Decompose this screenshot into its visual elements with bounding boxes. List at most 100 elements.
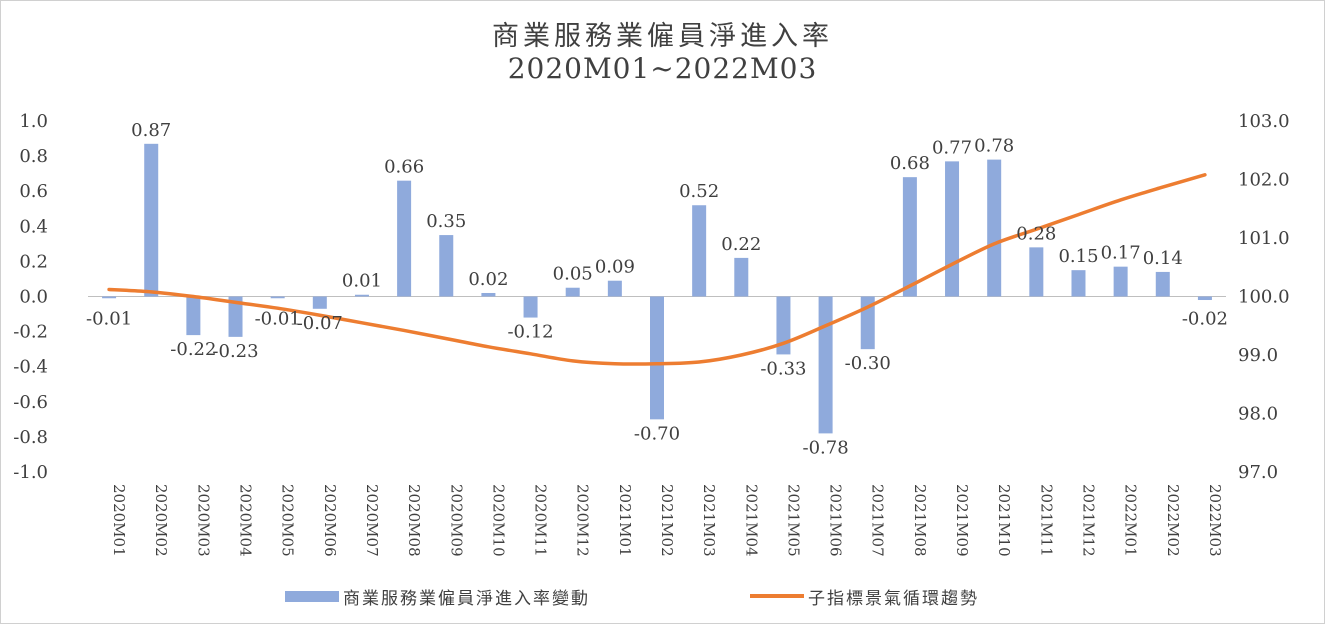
y-right-tick-label: 103.0 [1238, 111, 1290, 132]
bar [228, 296, 243, 337]
x-tick-label: 2020M07 [363, 484, 381, 557]
x-tick-label: 2021M08 [911, 484, 929, 557]
y-right-tick-label: 97.0 [1238, 462, 1278, 483]
x-tick-label: 2021M09 [953, 484, 971, 557]
bar [186, 296, 201, 336]
x-tick-label: 2021M06 [827, 484, 845, 557]
bar-data-label: 0.09 [595, 257, 635, 278]
y-right-tick-label: 100.0 [1238, 287, 1290, 308]
trend-line [107, 173, 1207, 366]
bar [354, 294, 369, 297]
chart-title: 商業服務業僱員淨進入率 [492, 21, 833, 52]
bar [945, 161, 960, 297]
y-left-tick-label: -0.2 [13, 322, 48, 343]
bar [397, 180, 412, 297]
bar [312, 296, 327, 309]
bar [565, 287, 580, 297]
bar-data-label: 0.05 [553, 264, 593, 285]
x-tick-label: 2020M09 [447, 484, 465, 557]
x-tick-label: 2022M02 [1164, 484, 1182, 557]
bar [692, 205, 707, 297]
bar-data-label: -0.22 [170, 339, 216, 360]
bar-data-label: 0.68 [890, 153, 930, 174]
bar-data-label: 0.77 [932, 137, 972, 158]
x-tick-label: 2021M03 [700, 484, 718, 557]
bar [144, 143, 159, 297]
y-left-tick-label: 0.8 [19, 146, 48, 167]
x-tick-label: 2020M04 [237, 484, 255, 557]
legend-label-line: 子指標景氣循環趨勢 [808, 588, 979, 609]
bar [776, 296, 791, 355]
bar-data-label: 0.66 [384, 157, 424, 178]
x-tick-label: 2020M10 [489, 484, 507, 557]
bar [1071, 270, 1086, 297]
bar-data-label: 0.78 [974, 136, 1014, 157]
bar-data-label: -0.01 [255, 309, 301, 330]
x-tick-label: 2020M12 [574, 484, 592, 557]
bar [439, 235, 454, 297]
x-tick-label: 2020M01 [110, 484, 128, 557]
y-left-tick-label: 1.0 [19, 111, 48, 132]
y-right-tick-label: 101.0 [1238, 228, 1290, 249]
bar-data-label: -0.33 [760, 358, 806, 379]
legend-item-bar: 商業服務業僱員淨進入率變動 [285, 584, 590, 609]
x-tick-label: 2021M07 [869, 484, 887, 557]
x-tick-label: 2021M11 [1037, 484, 1055, 557]
x-tick-label: 2022M03 [1206, 484, 1224, 557]
y-left-tick-label: 0.6 [19, 181, 48, 202]
x-tick-label: 2021M10 [995, 484, 1013, 557]
x-tick-label: 2020M03 [194, 484, 212, 557]
y-left-tick-label: 0.4 [19, 216, 48, 237]
bar [1155, 271, 1170, 297]
bar-data-label: 0.14 [1143, 248, 1183, 269]
x-tick-label: 2020M02 [152, 484, 170, 557]
bar-data-label: -0.12 [507, 322, 553, 343]
bar [902, 177, 917, 297]
y-right-tick-label: 99.0 [1238, 345, 1278, 366]
bar-data-label: -0.70 [634, 423, 680, 444]
legend-label-bar: 商業服務業僱員淨進入率變動 [343, 588, 590, 609]
bar-data-label: 0.52 [679, 181, 719, 202]
bar-data-label: 0.17 [1101, 243, 1141, 264]
x-tick-label: 2020M05 [279, 484, 297, 557]
x-tick-label: 2021M02 [658, 484, 676, 557]
y-left-tick-label: -0.6 [13, 392, 48, 413]
bar [818, 296, 833, 434]
x-tick-label: 2021M01 [616, 484, 634, 557]
bar-data-label: -0.07 [297, 313, 343, 334]
bar-data-label: -0.23 [212, 341, 258, 362]
legend-item-line: 子指標景氣循環趨勢 [750, 584, 979, 609]
x-tick-label: 2020M11 [532, 484, 550, 557]
x-tick-label: 2021M04 [742, 484, 760, 557]
bar-data-label: -0.30 [845, 353, 891, 374]
bar-data-label: 0.35 [426, 211, 466, 232]
bar-data-label: -0.02 [1182, 309, 1228, 330]
bar [1113, 266, 1128, 297]
legend-swatch-line [750, 594, 804, 598]
bar [270, 296, 285, 299]
bar-data-label: -0.01 [86, 309, 132, 330]
bar-data-label: 0.01 [342, 271, 382, 292]
y-left-tick-label: -1.0 [13, 462, 48, 483]
x-tick-label: 2020M06 [321, 484, 339, 557]
x-tick-label: 2020M08 [405, 484, 423, 557]
bar [481, 292, 496, 297]
bar [523, 296, 538, 318]
bar-data-label: 0.02 [468, 269, 508, 290]
y-right-tick-label: 98.0 [1238, 404, 1278, 425]
legend: 商業服務業僱員淨進入率變動 子指標景氣循環趨勢 [0, 584, 1325, 609]
x-tick-label: 2021M05 [784, 484, 802, 557]
bar-data-label: 0.28 [1016, 223, 1056, 244]
legend-swatch-bar [285, 590, 339, 602]
bar-data-label: 0.15 [1058, 246, 1098, 267]
chart-subtitle: 2020M01~2022M03 [507, 52, 818, 85]
y-left-tick-label: 0.0 [19, 287, 48, 308]
y-left-tick-label: 0.2 [19, 251, 48, 272]
bar [734, 257, 749, 297]
y-left-tick-label: -0.8 [13, 427, 48, 448]
y-right-tick-label: 102.0 [1238, 170, 1290, 191]
bar [987, 159, 1002, 297]
bar [1197, 296, 1212, 301]
bar-data-label: -0.78 [803, 437, 849, 458]
